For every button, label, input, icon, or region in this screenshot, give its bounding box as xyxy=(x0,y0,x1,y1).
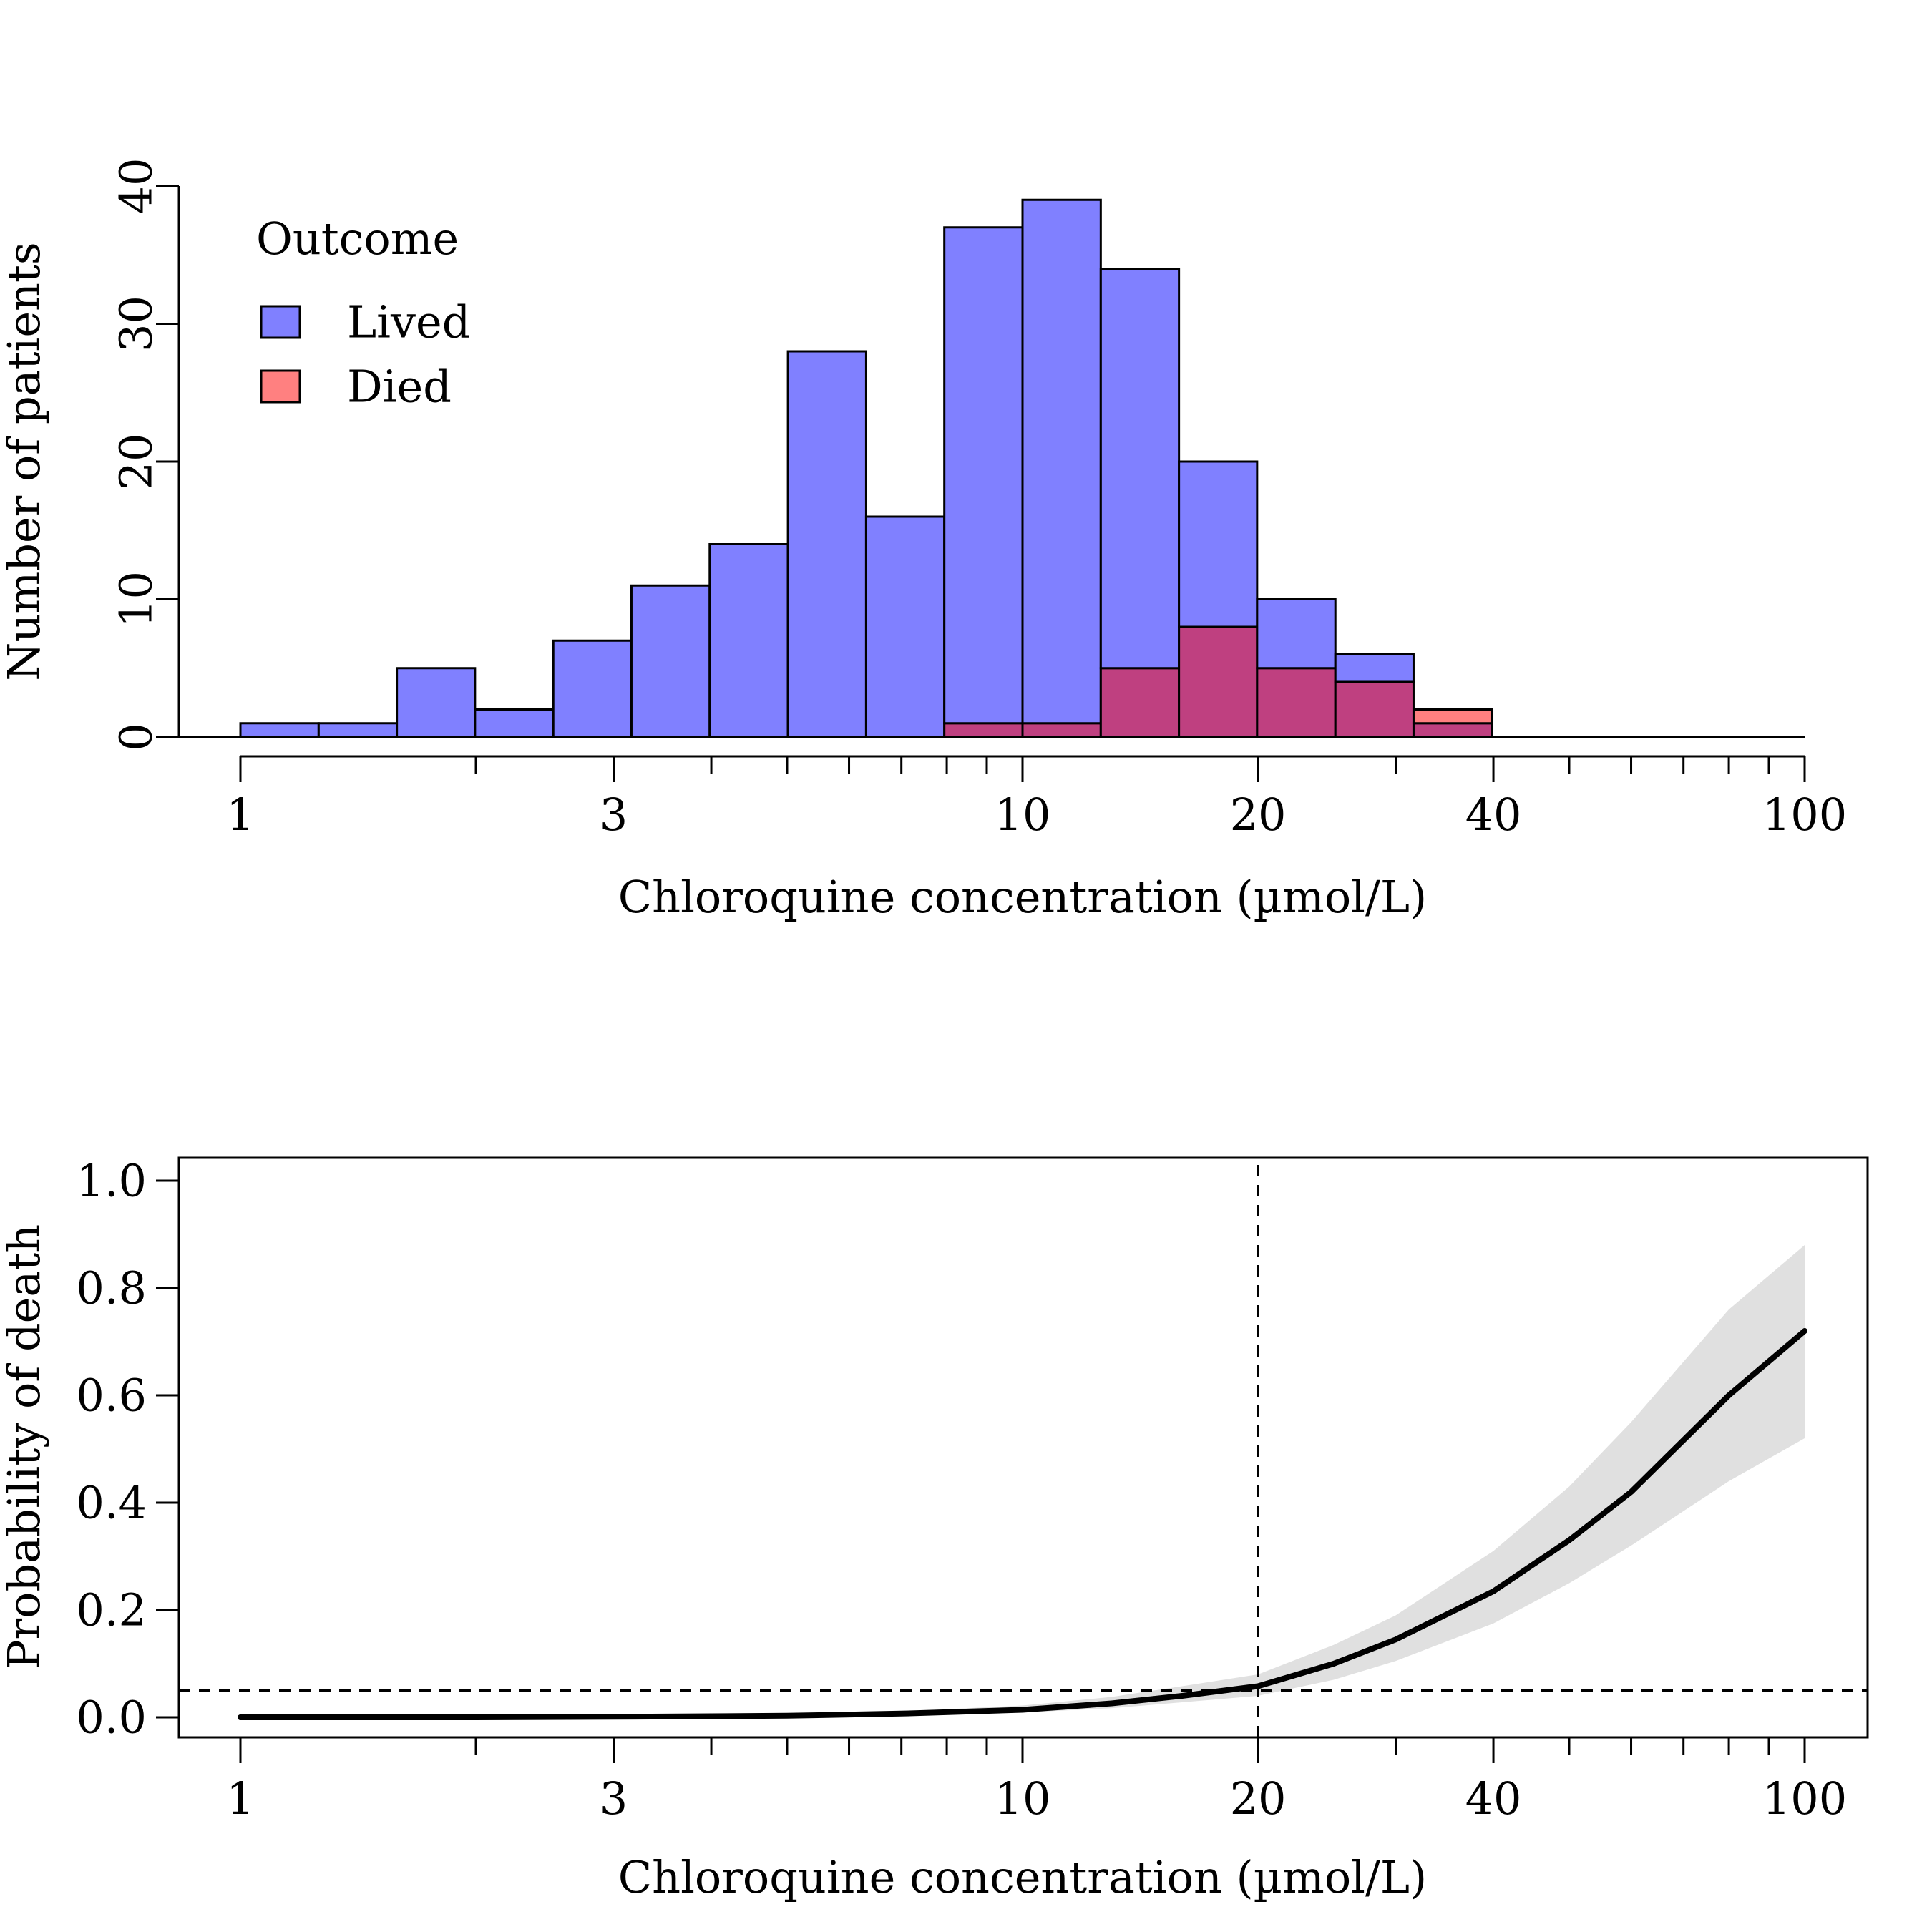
legend-swatch xyxy=(260,369,301,404)
x-axis: 1 3 10 20 40 100 xyxy=(226,755,1847,841)
bar-lived xyxy=(239,722,320,738)
y-tick-label: 20 xyxy=(110,434,162,490)
histogram-panel: 0 10 20 30 40 1 3 10 20 40 100 Chloroquine concentr… xyxy=(0,158,1847,923)
confidence-band xyxy=(240,1245,1805,1717)
x-tick-label: 3 xyxy=(600,789,628,841)
bar-lived xyxy=(786,350,867,738)
y-axis-label: Probability of death xyxy=(0,1224,50,1669)
bar-overlap xyxy=(1021,722,1102,738)
legend-label: Died xyxy=(347,361,452,413)
x-tick-label: 40 xyxy=(1465,789,1522,841)
x-tick-label: 40 xyxy=(1465,1772,1522,1825)
x-axis: 1 3 10 20 40 100 xyxy=(226,1737,1847,1825)
bar-lived xyxy=(552,639,633,738)
bar-lived xyxy=(1334,653,1415,683)
bar-lived xyxy=(1256,598,1337,670)
y-tick-label: 0.8 xyxy=(76,1262,147,1314)
x-tick-label: 100 xyxy=(1762,1772,1847,1825)
y-tick-label: 0.2 xyxy=(76,1584,147,1636)
y-tick-label: 0.6 xyxy=(76,1370,147,1422)
histogram-bars xyxy=(239,198,1493,738)
probability-panel: 0.0 0.2 0.4 0.6 0.8 1.0 1 3 10 20 40 100 Chloroquine… xyxy=(0,1155,1869,1903)
legend-swatch xyxy=(260,305,301,339)
y-tick-label: 40 xyxy=(110,158,162,215)
y-tick-label: 0.0 xyxy=(76,1692,147,1744)
x-tick-label: 3 xyxy=(600,1772,628,1825)
x-tick-label: 10 xyxy=(995,1772,1051,1825)
bar-lived xyxy=(1099,268,1181,670)
bar-overlap xyxy=(1178,625,1259,738)
bar-lived xyxy=(1021,198,1102,725)
y-tick-label: 0.4 xyxy=(76,1477,147,1529)
bar-lived xyxy=(474,708,555,738)
y-tick-label: 10 xyxy=(110,571,162,628)
x-tick-label: 1 xyxy=(226,789,254,841)
bar-overlap xyxy=(1412,722,1493,738)
x-tick-label: 20 xyxy=(1230,1772,1287,1825)
x-tick-label: 1 xyxy=(226,1772,254,1825)
bar-lived xyxy=(1178,460,1259,628)
y-tick-label: 1.0 xyxy=(76,1155,147,1207)
x-axis-label: Chloroquine concentration (µmol/L) xyxy=(618,871,1428,923)
bar-lived xyxy=(317,722,399,738)
bar-overlap xyxy=(1256,667,1337,738)
y-axis: 0.0 0.2 0.4 0.6 0.8 1.0 xyxy=(76,1155,179,1744)
bar-lived xyxy=(630,584,711,738)
bar-lived xyxy=(396,667,477,738)
x-axis-label: Chloroquine concentration (µmol/L) xyxy=(618,1851,1428,1903)
x-tick-label: 20 xyxy=(1230,789,1287,841)
bar-lived xyxy=(708,543,789,738)
legend-title: Outcome xyxy=(256,213,459,265)
bar-overlap xyxy=(1099,667,1181,738)
probability-curve xyxy=(238,1328,1807,1720)
bar-overlap xyxy=(1334,680,1415,738)
legend-label: Lived xyxy=(347,296,470,348)
y-tick-label: 0 xyxy=(110,723,162,751)
x-tick-label: 100 xyxy=(1762,789,1847,841)
y-tick-label: 30 xyxy=(110,296,162,352)
bar-lived xyxy=(864,515,946,738)
y-axis: 0 10 20 30 40 xyxy=(110,158,180,751)
bar-lived xyxy=(943,226,1024,725)
x-tick-label: 10 xyxy=(995,789,1051,841)
y-axis-label: Number of patients xyxy=(0,242,50,680)
bar-overlap xyxy=(943,722,1024,738)
legend: Outcome Lived Died xyxy=(256,213,470,413)
bar-died xyxy=(1412,708,1493,725)
